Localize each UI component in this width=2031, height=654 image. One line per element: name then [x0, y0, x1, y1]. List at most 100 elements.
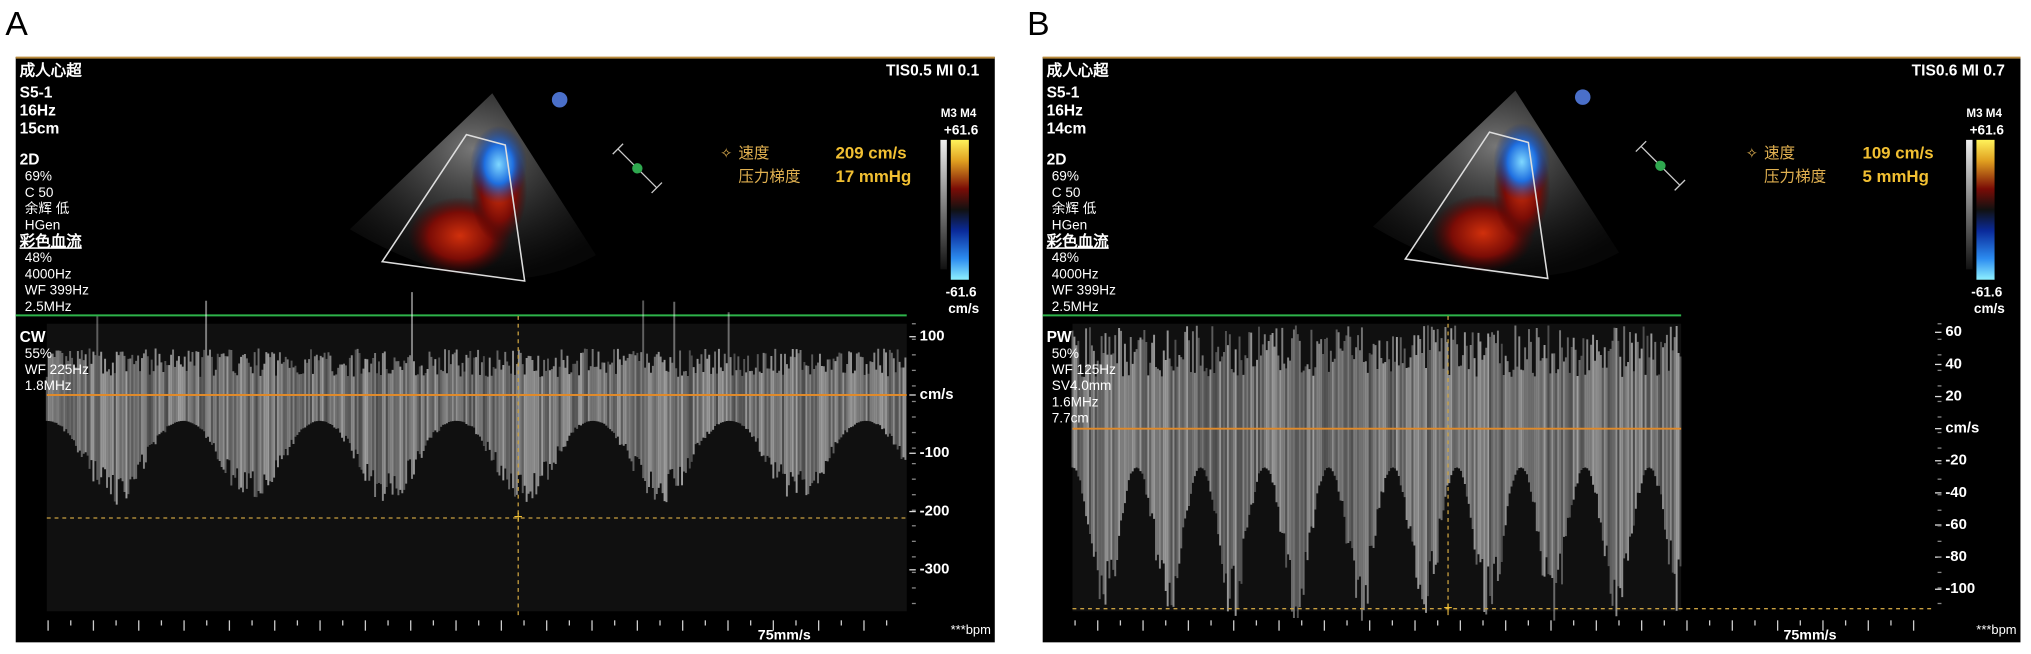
probe-icon — [1574, 89, 1591, 105]
doppler-setting: 1.6MHz — [1052, 394, 1099, 409]
axis-tick-label: 20 — [1945, 388, 1962, 404]
setting: 余辉 低 — [25, 200, 70, 216]
color-unit: cm/s — [948, 301, 979, 316]
axis-tick-label: -40 — [1945, 485, 1967, 501]
axis-unit: cm/s — [1945, 421, 1979, 437]
cursor-mark: + — [1444, 600, 1453, 617]
panel — [15, 56, 995, 643]
panel — [1042, 56, 2021, 643]
setting: WF 399Hz — [1052, 283, 1116, 298]
sweep-speed: 75mm/s — [758, 628, 811, 644]
setting: 2.5MHz — [25, 299, 72, 314]
setting: S5-1 — [1047, 84, 1080, 101]
header: 成人心超 — [1047, 60, 1110, 79]
measure-value: 5 mmHg — [1862, 167, 1928, 186]
cursor-icon: ✧ — [720, 146, 732, 162]
doppler-setting: 50% — [1052, 346, 1079, 361]
color-mode: M3 M4 — [1966, 107, 2002, 120]
setting: HGen — [25, 217, 60, 232]
measure-label: 压力梯度 — [1764, 168, 1826, 186]
cursor-mark: + — [514, 509, 523, 526]
setting: 16Hz — [1047, 102, 1083, 119]
panel-label: A — [5, 6, 28, 43]
setting: 14cm — [1047, 121, 1087, 138]
flow-blue — [1493, 123, 1551, 201]
axis-tick-label: 40 — [1945, 356, 1962, 372]
measure-label: 速度 — [738, 144, 769, 162]
axis-tick-label: 60 — [1945, 324, 1962, 340]
doppler-setting: 55% — [25, 346, 52, 361]
spectrum — [45, 292, 907, 505]
probe-icon — [551, 91, 568, 108]
doppler-setting: WF 225Hz — [25, 362, 89, 377]
marker — [1674, 179, 1686, 191]
setting: 48% — [1052, 250, 1079, 265]
axis-unit: cm/s — [920, 387, 954, 403]
setting: 彩色血流 — [1046, 231, 1110, 250]
axis-tick-label: 100 — [920, 329, 945, 345]
roi-box — [380, 133, 526, 282]
color-unit: cm/s — [1974, 301, 2005, 316]
setting: 16Hz — [20, 102, 56, 119]
setting: S5-1 — [20, 84, 53, 101]
setting: 15cm — [20, 121, 60, 138]
doppler-setting: CW — [20, 329, 46, 346]
cursor-icon: ✧ — [1746, 146, 1758, 162]
setting: 2D — [1047, 152, 1067, 169]
color-min: -61.6 — [1971, 284, 2002, 299]
setting: 69% — [1052, 168, 1079, 183]
setting: 48% — [25, 250, 52, 265]
setting: C 50 — [25, 185, 54, 200]
gray-bar — [940, 139, 947, 270]
spectrum — [1071, 325, 1682, 621]
setting: 4000Hz — [1052, 266, 1099, 281]
sweep-speed: 75mm/s — [1783, 628, 1836, 644]
doppler-setting: SV4.0mm — [1052, 378, 1112, 393]
color-mode: M3 M4 — [941, 107, 977, 120]
setting: 4000Hz — [25, 266, 72, 281]
setting: 2.5MHz — [1052, 299, 1099, 314]
panel-label: B — [1027, 6, 1049, 43]
color-bar — [950, 139, 969, 280]
axis-tick-label: -80 — [1945, 549, 1967, 565]
color-max: +61.6 — [1970, 122, 2005, 137]
axis-tick-label: -20 — [1945, 453, 1967, 469]
measure-value: 17 mmHg — [835, 167, 911, 186]
gray-bar — [1966, 139, 1973, 270]
setting: 69% — [25, 168, 52, 183]
heart-rate: ***bpm — [1976, 622, 2016, 637]
doppler-setting: 7.7cm — [1052, 411, 1089, 426]
setting: WF 399Hz — [25, 283, 89, 298]
marker — [1635, 140, 1647, 152]
color-bar — [1976, 139, 1995, 280]
axis-tick-label: -100 — [1945, 581, 1975, 597]
axis-tick-label: -100 — [920, 445, 950, 461]
heart-rate: ***bpm — [951, 622, 991, 637]
header: 成人心超 — [20, 60, 83, 79]
marker — [651, 182, 663, 194]
setting: 余辉 低 — [1052, 200, 1097, 216]
color-max: +61.6 — [944, 122, 979, 137]
doppler-setting: PW — [1047, 329, 1072, 346]
setting: 2D — [20, 152, 40, 169]
setting: HGen — [1052, 217, 1087, 232]
roi-box — [1403, 131, 1549, 280]
measure-label: 压力梯度 — [738, 168, 800, 186]
color-min: -61.6 — [946, 284, 977, 299]
axis-tick-label: -200 — [920, 503, 950, 519]
axis-tick-label: -60 — [1945, 517, 1967, 533]
axis-tick-label: -300 — [920, 562, 950, 578]
marker-dot — [1655, 160, 1666, 171]
setting: 彩色血流 — [19, 231, 83, 250]
flow-blue — [470, 125, 528, 204]
setting: C 50 — [1052, 185, 1081, 200]
marker — [612, 143, 624, 155]
measure-value: 209 cm/s — [835, 144, 906, 163]
measure-label: 速度 — [1764, 144, 1795, 162]
tis-mi: TIS0.5 MI 0.1 — [886, 62, 980, 79]
marker-dot — [632, 163, 643, 174]
measure-value: 109 cm/s — [1862, 144, 1933, 163]
tis-mi: TIS0.6 MI 0.7 — [1912, 62, 2005, 79]
doppler-setting: WF 125Hz — [1052, 362, 1116, 377]
